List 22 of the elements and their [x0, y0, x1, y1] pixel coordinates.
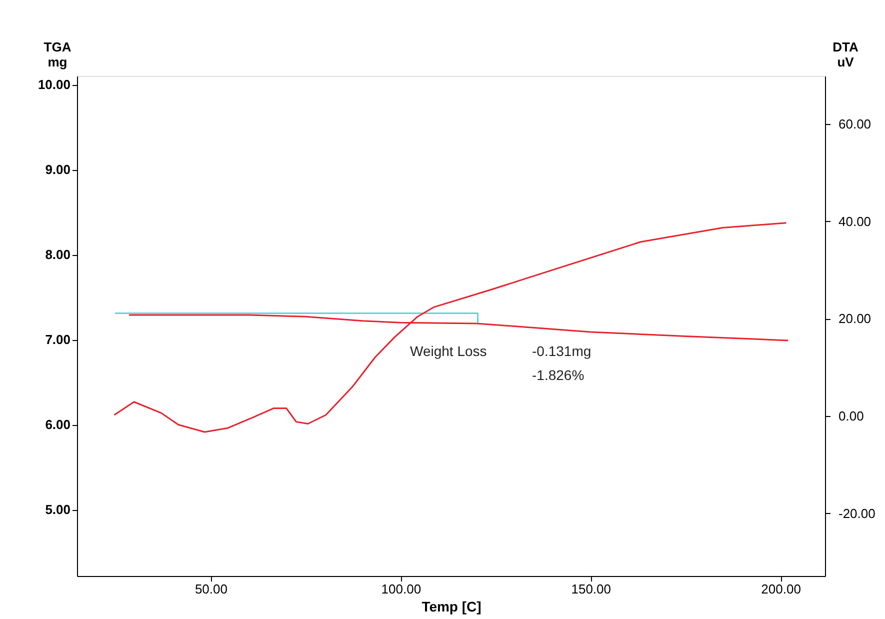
- y2-tick-label: 0.00: [838, 408, 864, 424]
- x-tick-label: 100.00: [381, 582, 422, 596]
- x-tick-label: 150.00: [571, 582, 611, 596]
- y2-tick-label: 40.00: [838, 214, 872, 229]
- y-tick-label: 8.00: [45, 247, 70, 262]
- x-tick-label: 50.00: [194, 582, 228, 596]
- y2-axis-title: DTA uV: [832, 40, 859, 70]
- y-tick-label: 5.00: [45, 502, 70, 518]
- line-series: [113, 222, 787, 433]
- y2-tick-label: 20.00: [838, 311, 872, 326]
- annotation: -0.131mg: [532, 343, 592, 359]
- y-axis-title: TGA mg: [44, 40, 72, 70]
- annotation: -1.826%: [532, 367, 584, 383]
- y-tick-label: 10.00: [38, 77, 70, 92]
- y-tick-label: 6.00: [45, 417, 70, 432]
- y2-tick-label: -20.00: [838, 506, 876, 521]
- y-tick-label: 9.00: [45, 162, 70, 178]
- x-axis-title: Temp [C]: [422, 598, 482, 614]
- y-tick-label: 7.00: [45, 332, 70, 348]
- y2-tick-label: 60.00: [838, 116, 872, 132]
- x-tick-label: 200.00: [761, 582, 801, 596]
- annotation: Weight Loss: [410, 343, 487, 359]
